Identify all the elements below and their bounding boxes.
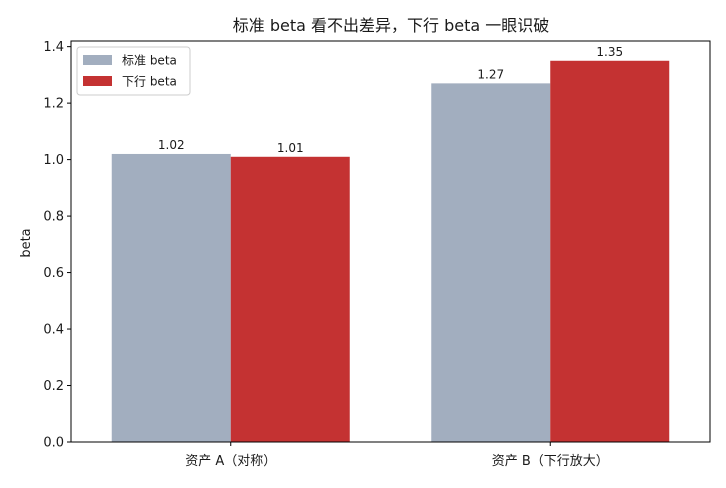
x-tick-label-1: 资产 B（下行放大） bbox=[492, 454, 609, 469]
y-axis-label: beta bbox=[19, 228, 34, 257]
legend-swatch-0 bbox=[83, 55, 112, 65]
plot-area: 1.02 1.27 1.01 1.35 0.0 0.2 0.4 0.6 0.8 1.0 1.2 1.4… bbox=[43, 40, 711, 469]
data-label-series-1-cat-0: 1.01 bbox=[277, 141, 304, 155]
legend-swatch-1 bbox=[83, 76, 112, 86]
bar-series-1-cat-0 bbox=[230, 156, 350, 443]
y-tick-label-4: 0.8 bbox=[43, 210, 64, 225]
bar-series-0-cat-0 bbox=[111, 153, 231, 442]
y-tick-label-6: 1.2 bbox=[43, 97, 64, 112]
axes-frame bbox=[70, 40, 711, 443]
y-tick-label-5: 1.0 bbox=[43, 153, 64, 168]
y-tick-label-0: 0.0 bbox=[43, 436, 64, 451]
data-label-series-1-cat-1: 1.35 bbox=[596, 45, 623, 59]
chart-title: 标准 beta 看不出差异，下行 beta 一眼识破 bbox=[233, 16, 550, 35]
bar-series-0-cat-1 bbox=[431, 83, 551, 442]
y-tick-label-2: 0.4 bbox=[43, 323, 64, 338]
y-tick-label-1: 0.2 bbox=[43, 379, 64, 394]
y-tick-label-3: 0.6 bbox=[43, 266, 64, 281]
y-tick-label-7: 1.4 bbox=[43, 40, 64, 55]
legend-label-1: 下行 beta bbox=[122, 75, 177, 89]
x-tick-label-0: 资产 A（对称） bbox=[185, 454, 276, 469]
data-label-series-0-cat-1: 1.27 bbox=[477, 67, 504, 81]
bar-series-1-cat-1 bbox=[550, 60, 670, 442]
legend: 标准 beta 下行 beta bbox=[76, 46, 191, 96]
data-label-series-0-cat-0: 1.02 bbox=[158, 138, 185, 152]
legend-label-0: 标准 beta bbox=[122, 54, 177, 68]
